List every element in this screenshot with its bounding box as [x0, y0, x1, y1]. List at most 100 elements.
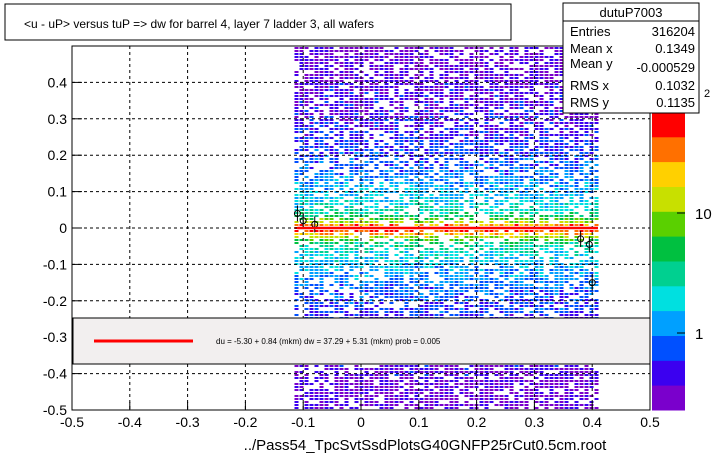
- heat-cell: [539, 122, 544, 124]
- heat-cell: [554, 251, 559, 253]
- heat-cell: [384, 380, 389, 382]
- heat-cell: [379, 110, 384, 112]
- heat-cell: [539, 95, 544, 97]
- heat-cell: [379, 242, 384, 244]
- heat-cell: [429, 389, 434, 391]
- heat-cell: [524, 158, 529, 160]
- heat-cell: [474, 122, 479, 124]
- heat-cell: [419, 128, 424, 130]
- heat-cell: [539, 248, 544, 250]
- heat-cell: [554, 71, 559, 73]
- heat-cell: [379, 191, 384, 193]
- heat-cell: [499, 137, 504, 139]
- heat-cell: [384, 311, 389, 313]
- heat-cell: [499, 218, 504, 220]
- heat-cell: [524, 275, 529, 277]
- heat-cell: [349, 203, 354, 205]
- heat-cell: [484, 392, 489, 394]
- heat-cell: [554, 173, 559, 175]
- heat-cell: [394, 221, 399, 223]
- heat-cell: [414, 398, 419, 400]
- heat-cell: [304, 80, 309, 82]
- heat-cell: [499, 371, 504, 373]
- heat-cell: [329, 254, 334, 256]
- heat-cell: [484, 128, 489, 130]
- heat-cell: [504, 53, 509, 55]
- heat-cell: [539, 395, 544, 397]
- heat-cell: [494, 125, 499, 127]
- heat-cell: [414, 380, 419, 382]
- heat-cell: [489, 242, 494, 244]
- heat-cell: [354, 137, 359, 139]
- heat-cell: [559, 122, 564, 124]
- heat-cell: [499, 266, 504, 268]
- heat-cell: [524, 134, 529, 136]
- heat-cell: [519, 368, 524, 370]
- heat-cell: [534, 161, 539, 163]
- heat-cell: [384, 287, 389, 289]
- heat-cell: [319, 62, 324, 64]
- heat-cell: [454, 272, 459, 274]
- heat-cell: [484, 131, 489, 133]
- heat-cell: [329, 104, 334, 106]
- heat-cell: [454, 119, 459, 121]
- heat-cell: [479, 239, 484, 241]
- heat-cell: [544, 203, 549, 205]
- heat-cell: [484, 155, 489, 157]
- heat-cell: [369, 77, 374, 79]
- heat-cell: [484, 275, 489, 277]
- heat-cell: [429, 221, 434, 223]
- heat-cell: [299, 197, 304, 199]
- heat-cell: [479, 92, 484, 94]
- heat-cell: [559, 395, 564, 397]
- heat-cell: [369, 287, 374, 289]
- heat-cell: [419, 170, 424, 172]
- heat-cell: [559, 140, 564, 142]
- heat-cell: [329, 305, 334, 307]
- heat-cell: [544, 140, 549, 142]
- heat-cell: [334, 311, 339, 313]
- heat-cell: [554, 68, 559, 70]
- heat-cell: [549, 65, 554, 67]
- heat-cell: [299, 380, 304, 382]
- heat-cell: [489, 83, 494, 85]
- heat-cell: [414, 125, 419, 127]
- heat-cell: [319, 212, 324, 214]
- heat-cell: [374, 188, 379, 190]
- heat-cell: [489, 89, 494, 91]
- heat-cell: [364, 248, 369, 250]
- heat-cell: [484, 389, 489, 391]
- heat-cell: [509, 215, 514, 217]
- heat-cell: [559, 296, 564, 298]
- heat-cell: [384, 404, 389, 406]
- heat-cell: [529, 269, 534, 271]
- heat-cell: [469, 377, 474, 379]
- heat-cell: [414, 197, 419, 199]
- heat-cell: [354, 119, 359, 121]
- heat-cell: [414, 236, 419, 238]
- heat-cell: [469, 305, 474, 307]
- heat-cell: [524, 266, 529, 268]
- heat-cell: [444, 305, 449, 307]
- heat-cell: [399, 287, 404, 289]
- heat-cell: [434, 398, 439, 400]
- heat-cell: [309, 179, 314, 181]
- heat-cell: [409, 401, 414, 403]
- heat-cell: [324, 272, 329, 274]
- heat-cell: [474, 152, 479, 154]
- heat-cell: [309, 59, 314, 61]
- heat-cell: [519, 218, 524, 220]
- heat-cell: [399, 233, 404, 235]
- heat-cell: [549, 176, 554, 178]
- heat-cell: [354, 131, 359, 133]
- heat-cell: [454, 230, 459, 232]
- heat-cell: [394, 215, 399, 217]
- heat-cell: [354, 374, 359, 376]
- heat-cell: [294, 158, 299, 160]
- heat-cell: [434, 401, 439, 403]
- heat-cell: [309, 398, 314, 400]
- heat-cell: [484, 293, 489, 295]
- heat-cell: [559, 221, 564, 223]
- heat-cell: [329, 302, 334, 304]
- heat-cell: [554, 176, 559, 178]
